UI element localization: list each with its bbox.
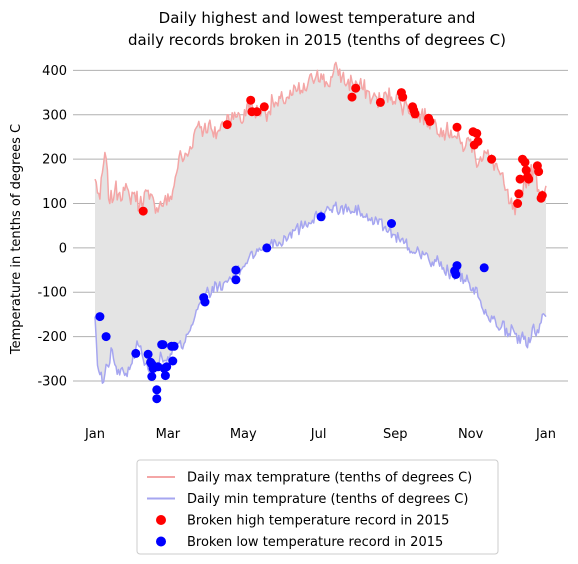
high-record-point-21: [487, 154, 497, 164]
high-record-point-33: [537, 191, 547, 200]
x-tick-label-6: Jan: [535, 427, 556, 442]
high-record-point-29: [524, 174, 534, 184]
low-record-point-17: [168, 356, 178, 366]
y-tick-label-400: 400: [42, 64, 67, 79]
legend-high-record-label: Broken high temperature record in 2015: [187, 514, 449, 529]
low-record-point-22: [231, 275, 241, 285]
x-tick-label-4: Sep: [383, 427, 408, 442]
high-record-point-15: [425, 116, 435, 126]
low-record-point-25: [387, 219, 396, 228]
low-record-point-8: [152, 385, 162, 395]
low-record-point-20: [200, 297, 210, 307]
high-record-point-10: [398, 92, 408, 102]
y-axis-tick-labels: -300 -200 -100 0 100 200 300 400: [37, 64, 67, 390]
legend-frame: [136, 459, 499, 555]
low-record-point-15: [162, 362, 172, 372]
low-record-point-12: [158, 340, 168, 350]
max-min-fill-region: [95, 62, 546, 384]
high-record-point-19: [472, 128, 482, 138]
low-record-point-3: [143, 349, 153, 359]
x-tick-label-2: May: [230, 427, 257, 442]
y-tick-label--200: -200: [37, 330, 67, 345]
chart-title-line-2: daily records broken in 2015 (tenths of …: [128, 31, 506, 49]
chart-title-line-1: Daily highest and lowest temperature and: [159, 9, 476, 27]
y-tick-label--100: -100: [37, 286, 67, 301]
max-temperature-line: [94, 61, 547, 216]
high-record-point-16: [452, 122, 462, 132]
high-record-point-22: [513, 199, 523, 208]
high-record-point-2: [246, 95, 256, 105]
high-record-point-24: [515, 174, 525, 184]
low-record-point-9: [152, 394, 162, 404]
low-record-point-6: [147, 372, 157, 381]
fill-between-max-min: [95, 62, 546, 384]
low-record-point-24: [316, 212, 326, 222]
y-tick-label-300: 300: [42, 108, 67, 123]
y-tick-label--300: -300: [37, 374, 67, 389]
high-record-point-20: [473, 136, 483, 146]
legend-min-line-label: Daily min temprature (tenths of degrees …: [187, 492, 468, 507]
low-record-point-28: [452, 261, 462, 271]
record-points: [95, 83, 547, 404]
x-axis-tick-labels: Jan Mar May Jul Sep Nov Jan: [84, 427, 556, 442]
high-record-point-8: [375, 97, 385, 107]
low-record-point-1: [101, 332, 111, 342]
low-record-point-23: [262, 243, 272, 253]
legend-high-record-swatch: [156, 515, 166, 525]
high-record-point-26: [520, 157, 530, 167]
y-tick-label-0: 0: [59, 241, 67, 256]
x-tick-label-5: Nov: [458, 427, 484, 442]
x-tick-label-3: Jul: [310, 427, 327, 442]
high-record-point-4: [252, 107, 262, 117]
high-record-point-27: [521, 165, 531, 175]
high-record-point-23: [514, 189, 524, 199]
low-record-point-21: [231, 265, 241, 275]
high-record-point-13: [410, 109, 420, 119]
low-record-point-27: [451, 270, 461, 279]
y-tick-label-100: 100: [42, 197, 67, 212]
low-record-point-0: [95, 312, 105, 322]
legend: Daily max temprature (tenths of degrees …: [136, 459, 499, 555]
legend-low-record-swatch: [156, 536, 166, 547]
x-tick-label-0: Jan: [84, 427, 105, 442]
low-record-point-14: [160, 371, 170, 381]
high-record-point-6: [347, 92, 357, 102]
y-axis-label: Temperature in tenths of degrees C: [9, 124, 24, 355]
high-record-point-1: [222, 120, 232, 130]
high-record-point-0: [138, 206, 148, 216]
low-record-point-2: [131, 348, 141, 358]
chart-title: Daily highest and lowest temperature and…: [128, 9, 506, 49]
legend-max-line-label: Daily max temprature (tenths of degrees …: [187, 471, 472, 486]
low-record-point-29: [479, 263, 489, 273]
legend-low-record-label: Broken low temperature record in 2015: [187, 535, 443, 550]
high-record-point-31: [534, 167, 544, 177]
x-tick-label-1: Mar: [156, 427, 181, 442]
high-record-point-7: [351, 83, 361, 93]
y-tick-label-200: 200: [42, 153, 67, 168]
low-record-point-18: [169, 341, 179, 351]
high-record-point-5: [259, 102, 269, 112]
